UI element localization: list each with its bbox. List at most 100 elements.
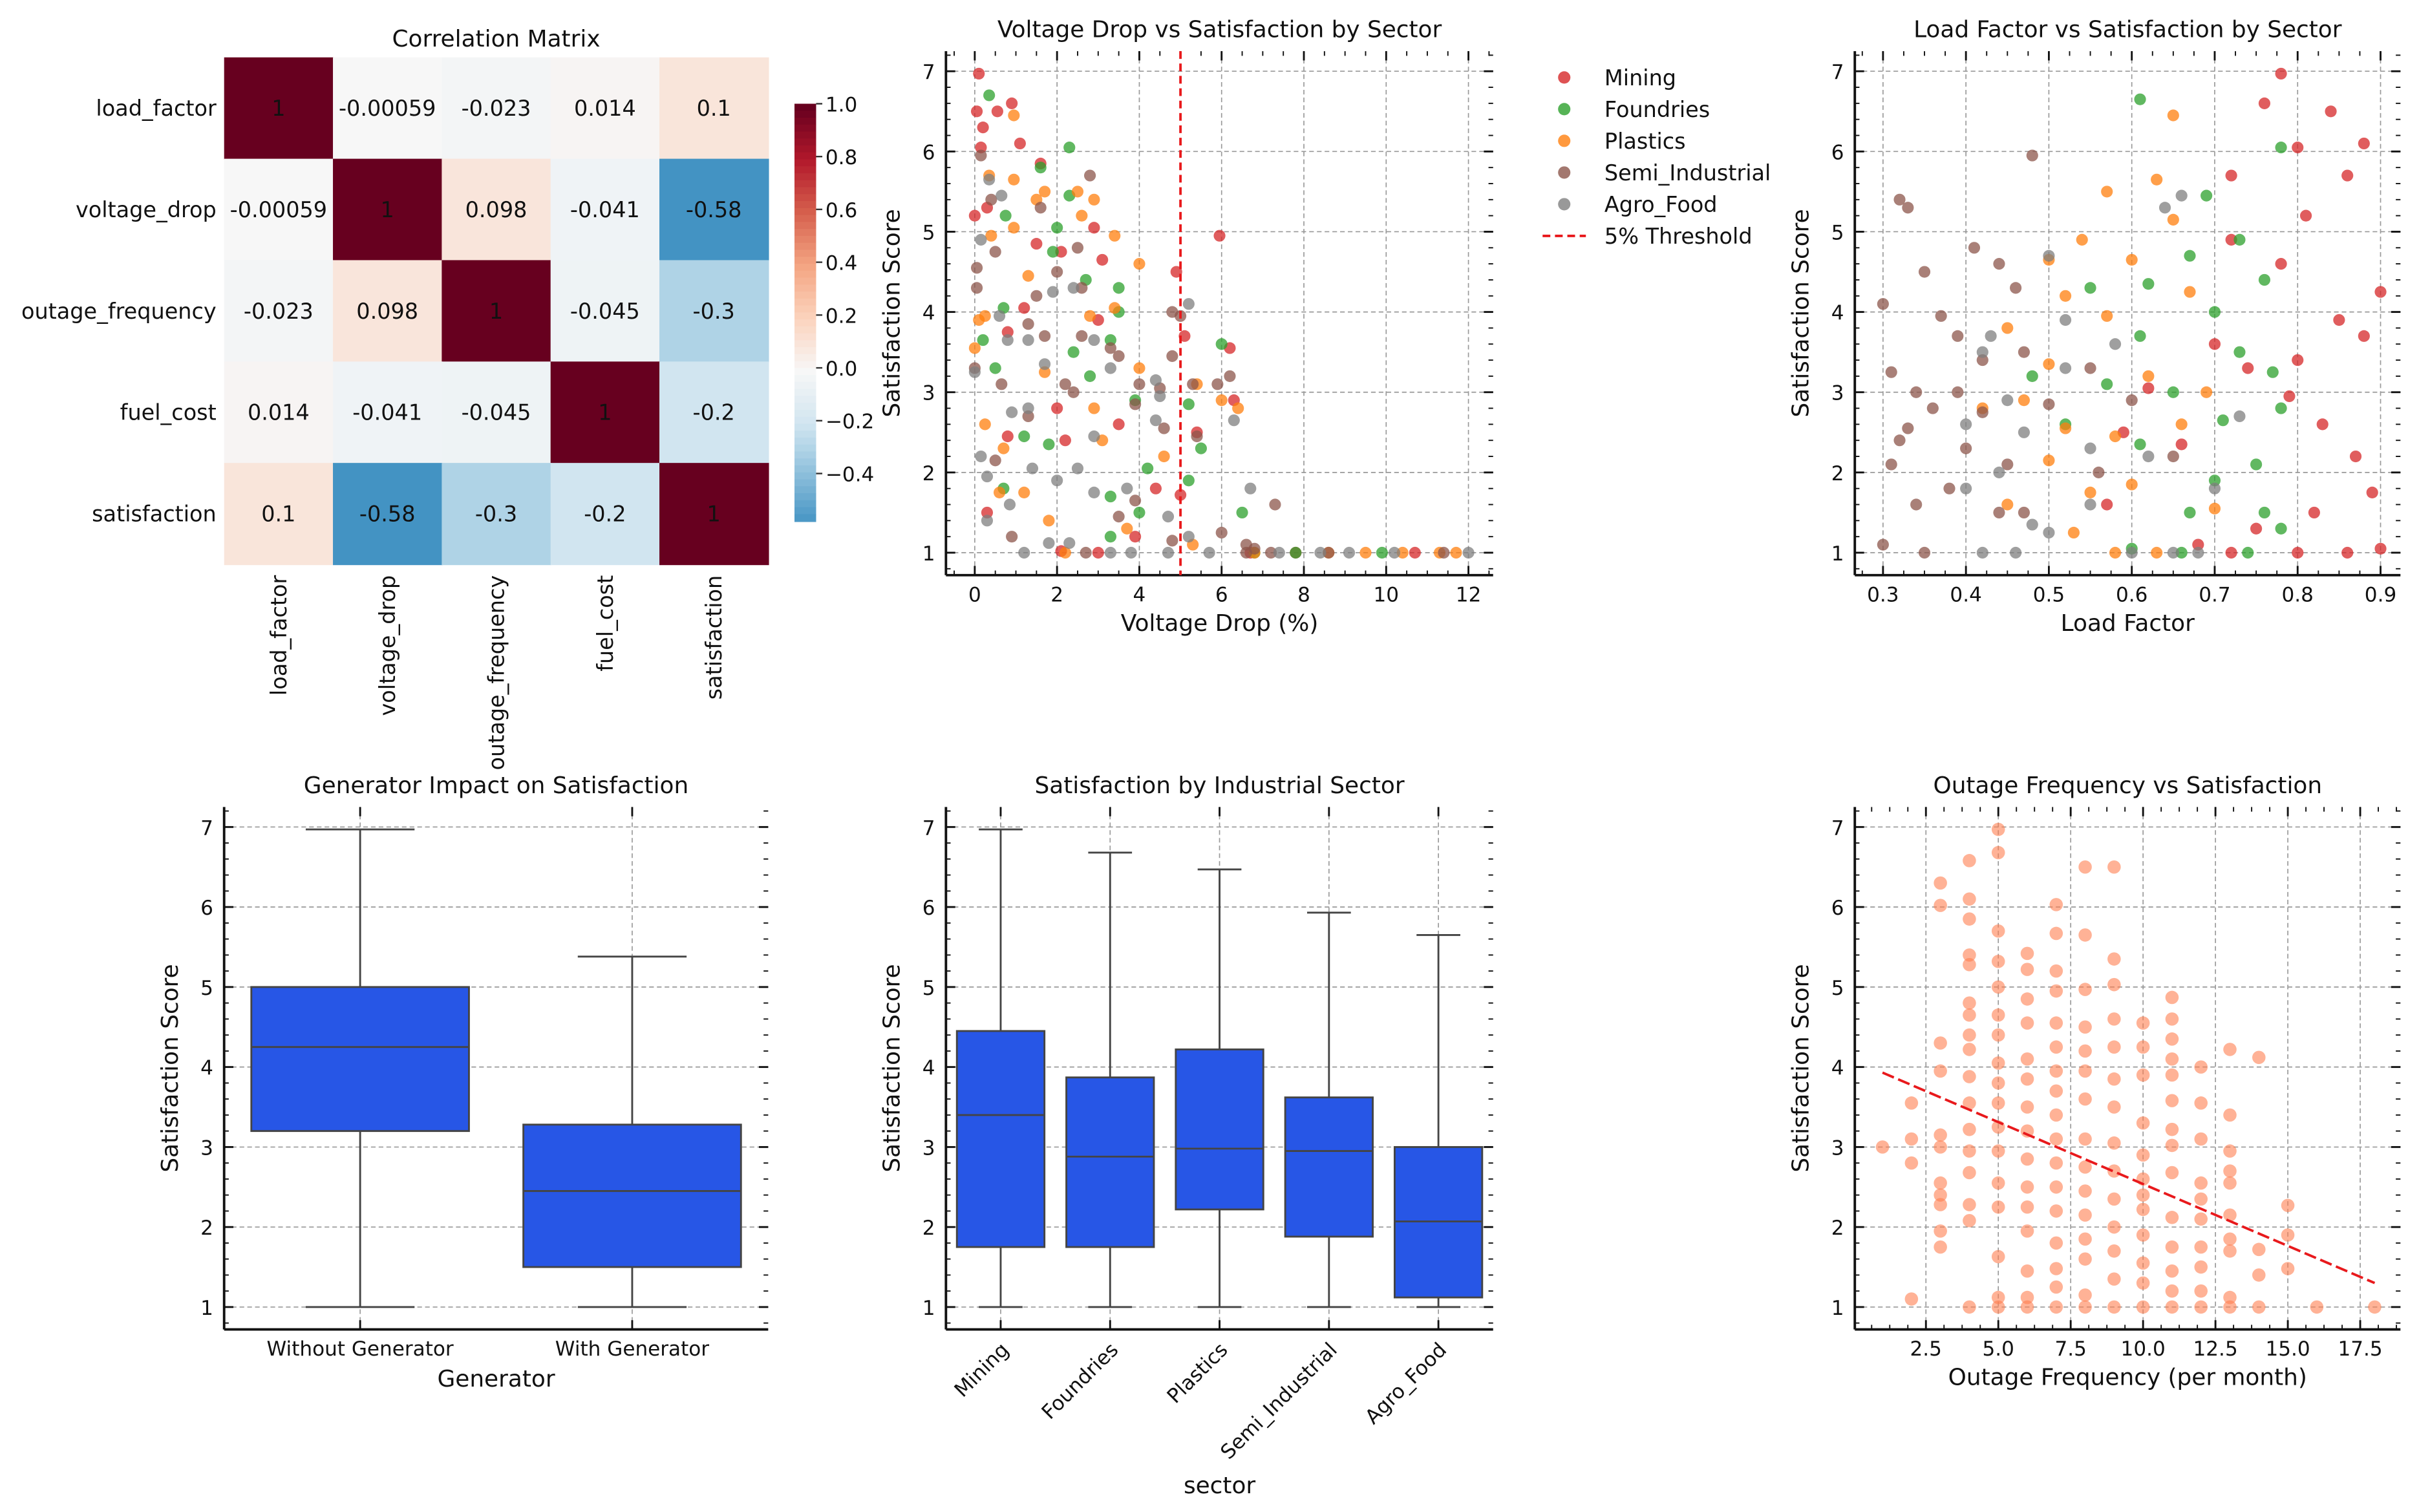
data-point (1051, 474, 1063, 487)
series-foundries (2026, 93, 2287, 559)
data-point (2308, 506, 2320, 519)
data-point (2043, 250, 2055, 262)
data-point (2167, 109, 2179, 122)
colorbar-tick-label: 0.8 (826, 146, 857, 169)
data-point (1963, 1213, 1976, 1228)
data-point (1224, 370, 1236, 382)
data-point (996, 189, 1008, 202)
data-point (2049, 1180, 2063, 1194)
data-point (2165, 1094, 2179, 1107)
data-point (1001, 334, 1014, 346)
data-point (1047, 246, 1059, 258)
data-point (1991, 1290, 2005, 1304)
data-point (2084, 282, 2096, 294)
colorbar-segment (794, 444, 816, 453)
heatmap-cell-value: -0.041 (570, 197, 640, 222)
data-point (1904, 1292, 1919, 1306)
data-point (1043, 438, 1055, 451)
data-point (991, 105, 1003, 118)
data-point (2136, 1228, 2150, 1242)
data-point (1952, 330, 1964, 342)
data-point (1213, 229, 1226, 242)
data-point (989, 246, 1001, 258)
data-point (1265, 546, 1277, 559)
data-point (1030, 290, 1043, 302)
y-axis-label: Satisfaction Score (157, 964, 184, 1172)
data-point (2252, 1268, 2266, 1282)
data-point (2134, 438, 2146, 451)
data-point (993, 310, 1006, 322)
data-point (2101, 498, 2113, 511)
data-point (1162, 511, 1175, 523)
data-point (2020, 1072, 2034, 1086)
data-point (2358, 330, 2370, 342)
box-agro-food (1393, 933, 1484, 1308)
data-point (1910, 386, 1923, 398)
data-point (1059, 546, 1071, 559)
heatmap-cell (659, 57, 769, 160)
data-point (2078, 1020, 2092, 1034)
data-point (1963, 892, 1976, 906)
x-tick-label: 10.0 (2121, 1337, 2166, 1361)
y-tick-label: 6 (1831, 141, 1844, 164)
heatmap-cell-value: 0.014 (574, 96, 636, 121)
data-point (1092, 546, 1104, 559)
colorbar-segment (794, 277, 816, 286)
legend-label: Plastics (1604, 129, 1686, 154)
data-point (1991, 1056, 2005, 1070)
x-tick-label: 0.9 (2365, 583, 2396, 606)
data-point (1396, 546, 1409, 559)
heatmap-cell-value: -0.58 (359, 502, 416, 527)
colorbar-segment (794, 117, 816, 126)
data-point (2020, 946, 2034, 961)
data-point (1063, 142, 1076, 154)
data-point (1001, 430, 1014, 443)
data-point (1960, 442, 1972, 454)
box-iqr (1284, 1096, 1374, 1238)
y-tick-label: 5 (1831, 221, 1844, 244)
data-point (2192, 546, 2204, 559)
data-point (1083, 169, 1096, 182)
x-axis-label: Generator (437, 1366, 555, 1392)
colorbar-tick-label: 0.0 (826, 357, 857, 381)
colorbar-segment (794, 403, 816, 411)
data-point (1359, 546, 1372, 559)
series-foundries (977, 89, 1389, 559)
colorbar-segment (794, 389, 816, 397)
data-point (1976, 354, 1988, 367)
data-point (1991, 1096, 2005, 1110)
colorbar-segment (794, 242, 816, 251)
data-point (2233, 233, 2246, 246)
data-point (1893, 434, 1906, 447)
data-point (2126, 546, 2138, 559)
x-axis-label: Outage Frequency (per month) (1948, 1365, 2307, 1391)
data-point (2126, 253, 2138, 266)
y-tick-label: 6 (1831, 897, 1844, 920)
data-point (2194, 1176, 2208, 1190)
heatmap-cell (659, 158, 769, 261)
data-point (1043, 515, 1055, 527)
data-point (2101, 310, 2113, 322)
data-point (1047, 286, 1059, 298)
data-point (1885, 458, 1897, 471)
data-point (1244, 482, 1257, 495)
data-point (2107, 1136, 2121, 1150)
y-tick-label: 5 (922, 221, 935, 244)
data-point (2020, 1290, 2034, 1304)
data-point (1910, 498, 1923, 511)
y-tick-label: 1 (922, 1297, 935, 1320)
heatmap-row-label: load_factor (96, 96, 217, 121)
data-point (1076, 330, 1088, 342)
data-point (1088, 402, 1100, 414)
data-point (1133, 258, 1146, 270)
data-point (1063, 537, 1076, 549)
box-foundries (1065, 851, 1155, 1308)
data-point (2084, 362, 2096, 374)
data-point (2165, 1012, 2179, 1026)
data-point (2250, 522, 2263, 535)
data-point (1991, 1250, 2005, 1264)
y-tick-label: 2 (922, 1217, 935, 1240)
data-point (2223, 1232, 2237, 1246)
heatmap-cell-value: -0.00059 (339, 96, 436, 121)
colorbar-segment (794, 166, 816, 175)
